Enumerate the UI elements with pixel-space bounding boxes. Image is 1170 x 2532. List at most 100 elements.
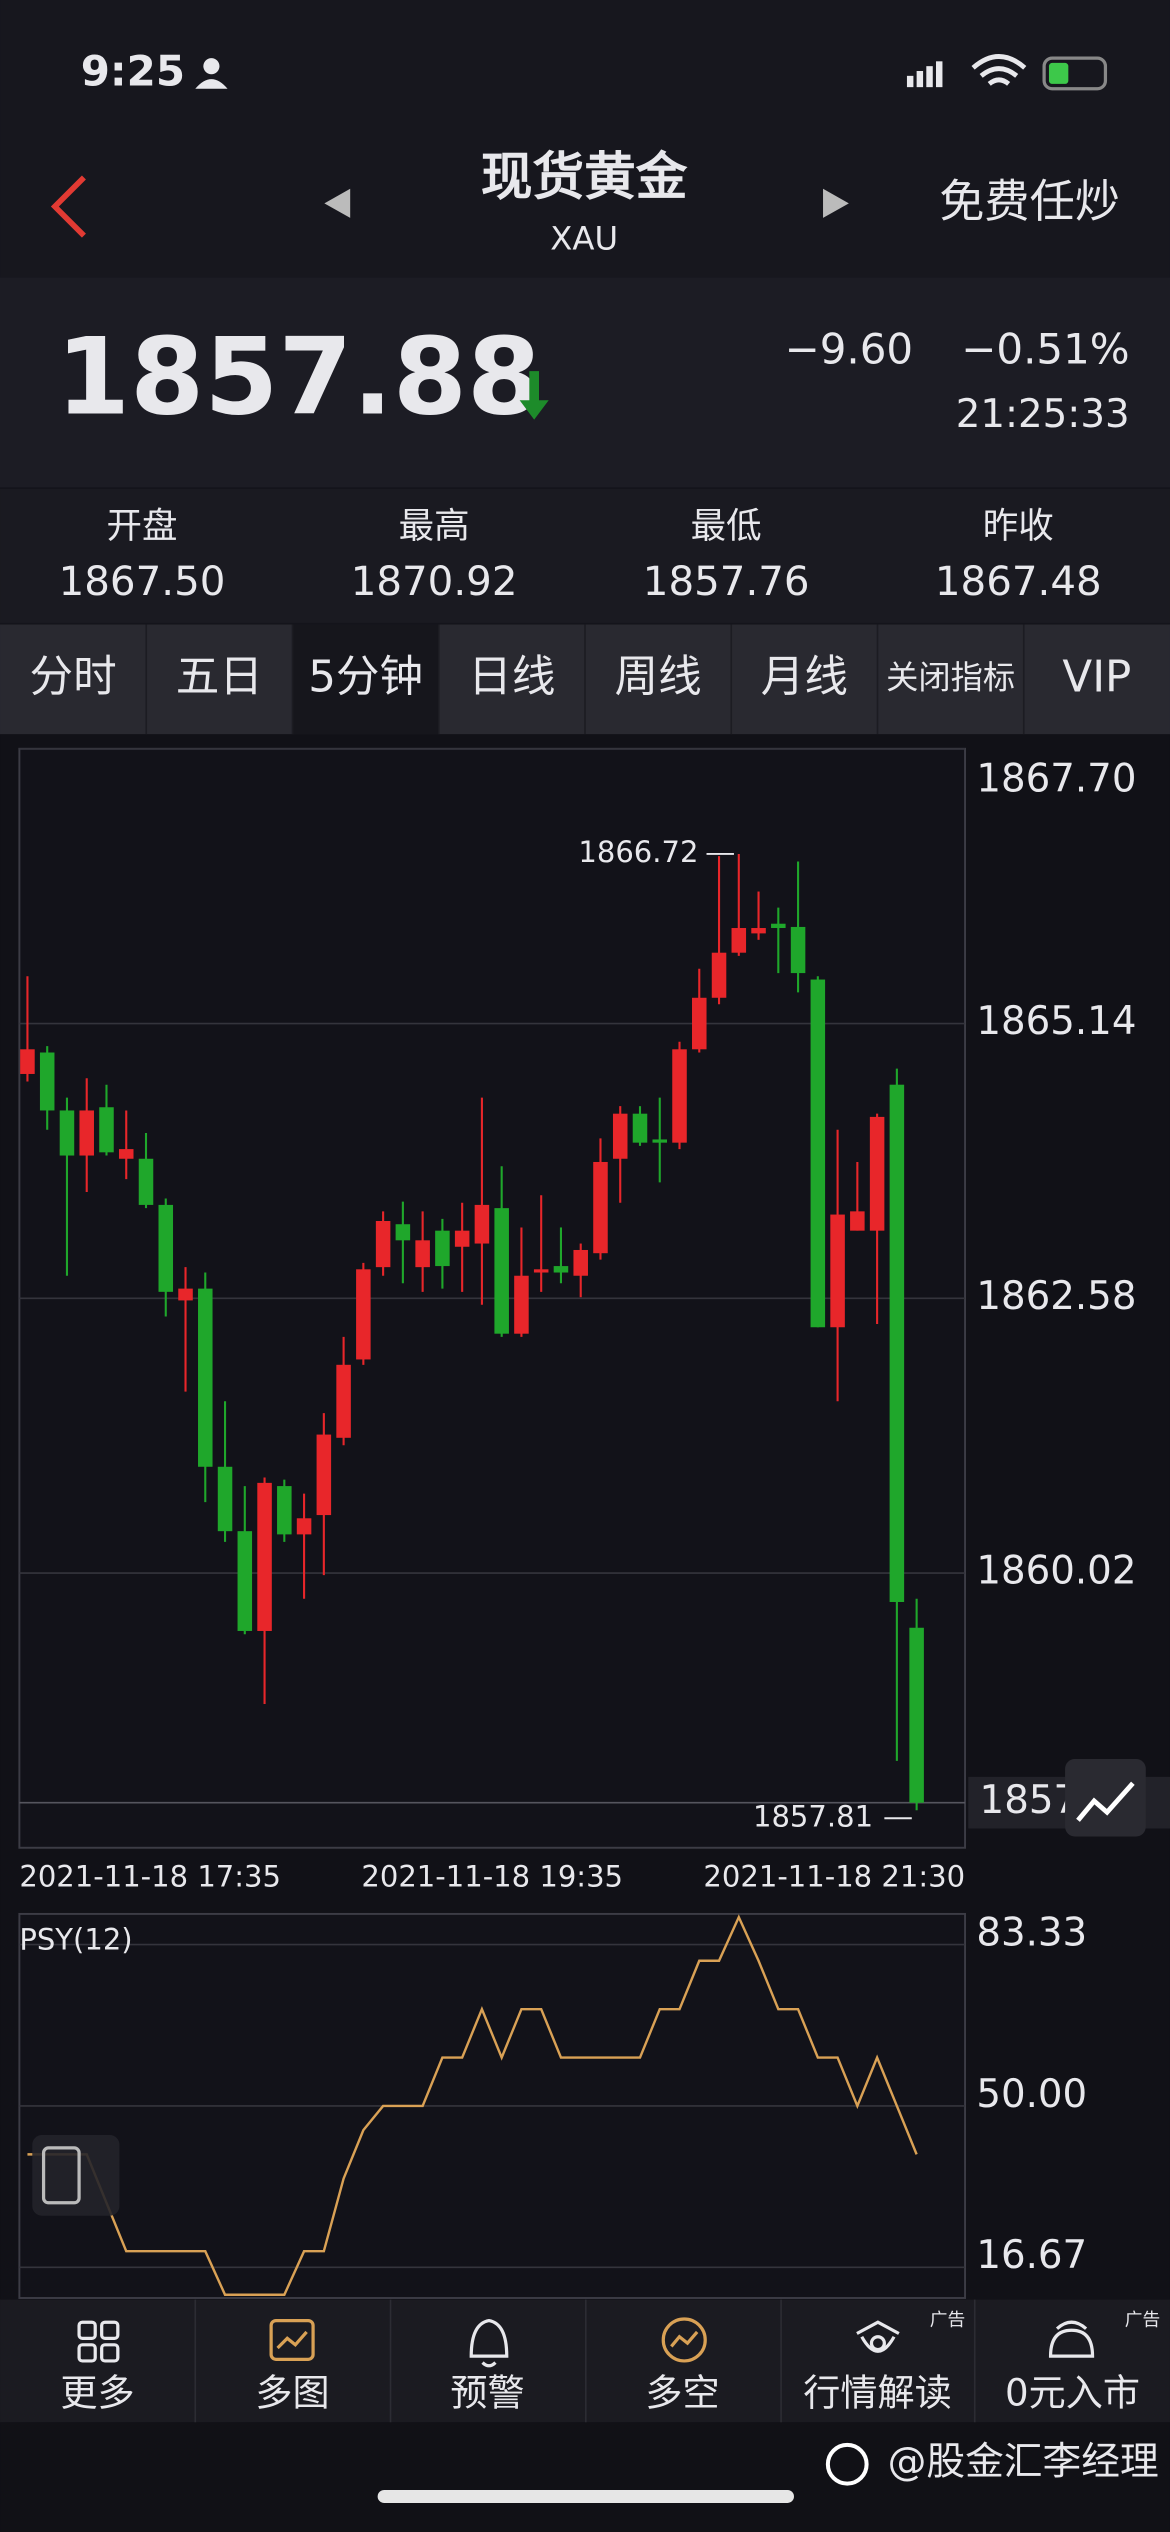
candle-body [138, 1158, 154, 1205]
y-tick-label: 16.67 [976, 2233, 1087, 2278]
y-tick-label: 50.00 [976, 2072, 1087, 2117]
candle-body [79, 1110, 94, 1156]
stat-label: 开盘 [107, 506, 178, 547]
quote-bg [0, 277, 1170, 488]
nav-item[interactable]: 行情解读 [803, 2371, 951, 2414]
nav-icons [77, 2317, 1095, 2368]
candle-body [356, 1269, 371, 1360]
candle-body [217, 1466, 233, 1532]
tab[interactable]: 关闭指标 [886, 658, 1015, 696]
tab[interactable]: 周线 [615, 652, 702, 702]
candle-body [415, 1240, 430, 1268]
ad-tag: 广告 [930, 2310, 966, 2331]
bottom-bg [0, 2422, 1170, 2532]
nav-item[interactable]: 0元入市 [1005, 2371, 1140, 2414]
candle-body [632, 1113, 648, 1143]
watermark-logo [825, 2442, 869, 2486]
status-time: 9:25 [81, 47, 185, 96]
quote-time: 21:25:33 [956, 392, 1130, 437]
candle-body [850, 1211, 865, 1231]
candle-body [20, 1049, 35, 1074]
header-title: 现货黄金 [481, 148, 688, 208]
tab[interactable]: VIP [1062, 652, 1131, 702]
y-tick-label: 1860.02 [976, 1549, 1136, 1594]
watermark: @股金汇李经理 [888, 2440, 1159, 2485]
tab[interactable]: 五日 [176, 652, 263, 702]
y-tick-label: 83.33 [976, 1910, 1087, 1955]
header-action[interactable]: 免费任炒 [939, 175, 1120, 228]
x-tick-label: 2021-11-18 21:30 [703, 1859, 965, 1893]
y-tick-label: 1867.70 [976, 757, 1136, 802]
candle-body [731, 928, 747, 953]
stat-value: 1867.50 [59, 558, 226, 605]
wifi-icon [971, 54, 1027, 86]
candle-body [810, 979, 826, 1328]
candle-body [277, 1486, 292, 1535]
nav-item[interactable]: 多空 [645, 2371, 719, 2414]
stat-label: 最低 [691, 506, 762, 547]
back-button[interactable] [50, 175, 86, 238]
candle-body [296, 1518, 312, 1535]
candle-body [751, 928, 766, 934]
quote-price: 1857.88 [56, 315, 541, 439]
rotate-icon [41, 2146, 81, 2205]
candle-body [99, 1107, 114, 1153]
candle-body [158, 1204, 174, 1292]
tab[interactable]: 日线 [468, 652, 555, 702]
person-icon [195, 79, 228, 89]
y-tick-label: 1865.14 [976, 999, 1136, 1044]
home-indicator [377, 2490, 794, 2503]
candle-body [257, 1482, 272, 1631]
stat-label: 昨收 [983, 506, 1054, 547]
rotate-button[interactable] [32, 2135, 120, 2216]
prev-button[interactable] [324, 188, 351, 218]
candle-body [237, 1531, 253, 1631]
battery-icon [1042, 56, 1108, 91]
candle-body [59, 1110, 75, 1156]
candle-body [39, 1052, 55, 1111]
candle-body [336, 1364, 351, 1438]
quote-change-pct: −0.51% [961, 324, 1129, 373]
nav-item[interactable]: 多图 [255, 2371, 329, 2414]
stats-bg [0, 488, 1170, 623]
tab[interactable]: 5分钟 [308, 652, 423, 702]
candle-body [494, 1208, 509, 1334]
indicator-button[interactable] [1065, 1759, 1146, 1837]
stat-value: 1867.48 [935, 558, 1102, 605]
indicator-icon [1076, 1781, 1135, 1822]
indicator-title: PSY(12) [19, 1922, 132, 1956]
person-icon [203, 58, 220, 75]
battery-level [1048, 62, 1069, 84]
quote-change: −9.60 [785, 324, 914, 373]
candle-body [395, 1224, 411, 1241]
x-tick-label: 2021-11-18 17:35 [19, 1859, 281, 1893]
candle-body [553, 1266, 569, 1273]
candle-body [533, 1269, 549, 1273]
tab[interactable]: 分时 [30, 652, 117, 702]
candle-body [771, 923, 786, 929]
candle-body [514, 1275, 529, 1334]
candle-body [375, 1221, 391, 1268]
stat-value: 1857.76 [643, 558, 810, 605]
nav-dividers [194, 2299, 976, 2423]
nav-item[interactable]: 预警 [450, 2371, 524, 2414]
candle-body [454, 1230, 470, 1247]
candle-body [869, 1116, 885, 1231]
tab[interactable]: 月线 [761, 652, 848, 702]
header-subtitle: XAU [550, 219, 618, 257]
high-label: 1866.72 [578, 835, 698, 869]
candle-body [474, 1204, 490, 1244]
stat-label: 最高 [399, 506, 470, 547]
nav-item[interactable]: 更多 [60, 2371, 134, 2414]
stat-value: 1870.92 [351, 558, 518, 605]
y-tick-label: 1862.58 [976, 1274, 1136, 1319]
candle-body [198, 1288, 213, 1467]
x-tick-label: 2021-11-18 19:35 [361, 1859, 623, 1893]
candle-body [573, 1249, 588, 1276]
next-button[interactable] [823, 188, 849, 218]
low-label: 1857.81 [753, 1799, 873, 1833]
candle-body [692, 997, 707, 1050]
candle-body [316, 1434, 332, 1516]
